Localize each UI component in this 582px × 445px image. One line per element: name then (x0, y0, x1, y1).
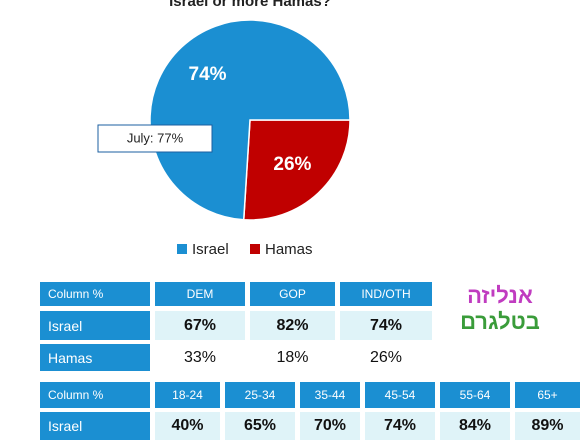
table-cell: 67% (155, 311, 245, 340)
legend-swatch (177, 244, 187, 254)
slice-label: 74% (189, 64, 227, 85)
table-cell: Hamas (40, 344, 150, 371)
logo-line: בטלגרם (460, 309, 540, 334)
table-cell: 40% (155, 412, 220, 440)
table-cell: 25-34 (225, 382, 295, 408)
slice-label: 26% (273, 154, 311, 175)
table-cell: Israel (40, 311, 150, 340)
table-cell: 55-64 (440, 382, 510, 408)
logo-line: אנליזה (467, 283, 533, 308)
table-cell: 26% (340, 344, 432, 371)
logo: אנליזה בטלגרם (440, 283, 560, 335)
table-cell: Column % (40, 382, 150, 408)
table-cell: GOP (250, 282, 335, 306)
table-cell: Israel (40, 412, 150, 440)
table-cell: 35-44 (300, 382, 360, 408)
table-cell: IND/OTH (340, 282, 432, 306)
table-cell: 45-54 (365, 382, 435, 408)
table-cell: 33% (155, 344, 245, 371)
table-cell: 84% (440, 412, 510, 440)
legend-swatch (250, 244, 260, 254)
pie-slice (149, 19, 351, 221)
table-cell: 18-24 (155, 382, 220, 408)
table-cell: 89% (515, 412, 580, 440)
table-cell: 70% (300, 412, 360, 440)
table-cell: 74% (340, 311, 432, 340)
annotation-box (97, 124, 213, 153)
table-cell: 65+ (515, 382, 580, 408)
table-cell: DEM (155, 282, 245, 306)
table-cell: Column % (40, 282, 150, 306)
table-cell: 18% (250, 344, 335, 371)
chart-title: Israel or more Hamas? (169, 0, 331, 10)
table-cell: 82% (250, 311, 335, 340)
legend-label: Israel (192, 241, 229, 258)
annotation: July: 77% (127, 130, 184, 145)
pie-slice (242, 119, 351, 221)
table-cell: 74% (365, 412, 435, 440)
table-cell: 65% (225, 412, 295, 440)
legend-label: Hamas (265, 241, 313, 258)
